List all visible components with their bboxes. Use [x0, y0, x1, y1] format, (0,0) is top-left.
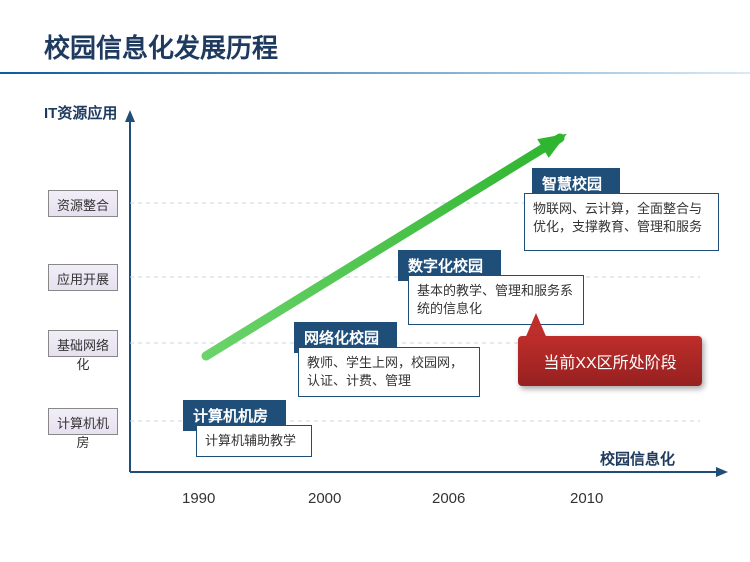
stage-body-2: 基本的教学、管理和服务系统的信息化 — [408, 275, 584, 325]
y-label-2: 基础网络化 — [48, 330, 118, 357]
x-tick-2: 2006 — [432, 490, 465, 507]
stage-body-3: 物联网、云计算，全面整合与优化，支撑教育、管理和服务 — [524, 193, 719, 251]
x-axis-title: 校园信息化 — [600, 448, 675, 469]
y-label-3: 计算机机房 — [48, 408, 118, 435]
x-tick-0: 1990 — [182, 490, 215, 507]
stage-callout: 当前XX区所处阶段 — [518, 336, 702, 386]
stage-body-0: 计算机辅助教学 — [196, 425, 312, 457]
x-tick-1: 2000 — [308, 490, 341, 507]
stage-body-1: 教师、学生上网，校园网，认证、计费、管理 — [298, 347, 480, 397]
x-tick-3: 2010 — [570, 490, 603, 507]
y-axis-title: IT资源应用 — [44, 102, 117, 123]
y-label-1: 应用开展 — [48, 264, 118, 291]
y-label-0: 资源整合 — [48, 190, 118, 217]
